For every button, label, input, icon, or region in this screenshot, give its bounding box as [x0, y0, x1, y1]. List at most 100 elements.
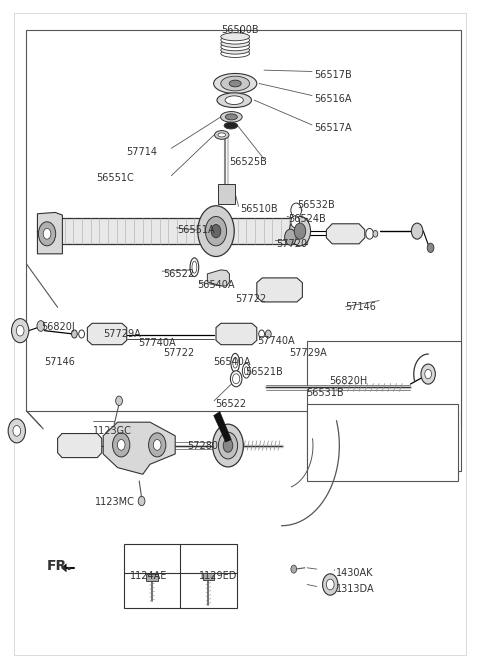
- Circle shape: [16, 325, 24, 336]
- Circle shape: [411, 223, 423, 239]
- Ellipse shape: [225, 96, 243, 104]
- Circle shape: [12, 319, 29, 343]
- Text: 56522: 56522: [215, 399, 246, 409]
- Text: 56516A: 56516A: [314, 94, 352, 104]
- Ellipse shape: [221, 36, 250, 44]
- Text: 1430AK: 1430AK: [336, 568, 373, 578]
- Ellipse shape: [291, 216, 300, 228]
- Polygon shape: [87, 323, 127, 345]
- Circle shape: [38, 222, 56, 246]
- Ellipse shape: [217, 93, 252, 108]
- Circle shape: [213, 424, 243, 467]
- Text: 56524B: 56524B: [288, 214, 326, 224]
- Text: 56510B: 56510B: [240, 204, 277, 214]
- Circle shape: [13, 426, 21, 436]
- Text: 57729A: 57729A: [103, 329, 141, 339]
- Text: 56532B: 56532B: [298, 200, 336, 210]
- Circle shape: [112, 433, 130, 457]
- Circle shape: [43, 228, 51, 239]
- Circle shape: [116, 396, 122, 405]
- Circle shape: [421, 364, 435, 384]
- Text: FR.: FR.: [47, 560, 73, 573]
- Ellipse shape: [366, 228, 373, 239]
- Ellipse shape: [221, 49, 250, 57]
- Circle shape: [149, 433, 166, 457]
- Text: 56531B: 56531B: [306, 388, 344, 397]
- Circle shape: [205, 216, 227, 246]
- Text: 57722: 57722: [235, 295, 266, 304]
- Ellipse shape: [242, 363, 250, 378]
- Text: 56820H: 56820H: [329, 376, 367, 385]
- Ellipse shape: [226, 114, 238, 120]
- Circle shape: [294, 223, 306, 239]
- Circle shape: [117, 440, 125, 450]
- Circle shape: [326, 579, 334, 590]
- Text: 57720: 57720: [276, 239, 307, 248]
- Ellipse shape: [218, 133, 226, 137]
- Text: 56522: 56522: [163, 269, 194, 279]
- Circle shape: [138, 496, 145, 506]
- Ellipse shape: [291, 203, 301, 218]
- Text: 57740A: 57740A: [257, 336, 294, 345]
- Text: 56820J: 56820J: [41, 322, 74, 331]
- Bar: [203, 573, 214, 580]
- Circle shape: [198, 206, 234, 257]
- Ellipse shape: [192, 261, 197, 273]
- Text: 57722: 57722: [163, 348, 194, 357]
- Bar: [146, 574, 158, 581]
- Polygon shape: [207, 270, 229, 286]
- Text: 1124AE: 1124AE: [130, 571, 168, 580]
- Bar: [124, 544, 237, 608]
- Text: 56525B: 56525B: [229, 157, 267, 166]
- Text: 1123GC: 1123GC: [93, 426, 132, 436]
- Circle shape: [223, 439, 233, 452]
- Text: 56517A: 56517A: [314, 124, 352, 133]
- Polygon shape: [103, 422, 175, 474]
- Bar: [55, 218, 307, 244]
- Text: 57740A: 57740A: [138, 339, 176, 348]
- Text: 56500B: 56500B: [221, 25, 259, 35]
- Circle shape: [37, 321, 45, 331]
- Ellipse shape: [233, 357, 238, 368]
- Ellipse shape: [224, 122, 238, 129]
- Polygon shape: [216, 323, 257, 345]
- Text: 56551C: 56551C: [96, 174, 134, 183]
- Polygon shape: [326, 224, 365, 244]
- Text: 1123MC: 1123MC: [95, 498, 135, 507]
- Ellipse shape: [229, 80, 241, 87]
- Text: 56540A: 56540A: [214, 357, 251, 367]
- Circle shape: [425, 369, 432, 379]
- Ellipse shape: [244, 367, 248, 375]
- Ellipse shape: [221, 76, 250, 91]
- Circle shape: [285, 229, 296, 245]
- Ellipse shape: [373, 230, 378, 237]
- Polygon shape: [58, 434, 102, 458]
- Ellipse shape: [221, 33, 250, 41]
- Ellipse shape: [231, 353, 240, 372]
- Circle shape: [323, 574, 338, 595]
- Circle shape: [211, 224, 221, 238]
- Circle shape: [154, 440, 161, 450]
- Text: 57280: 57280: [187, 441, 218, 450]
- Bar: [307, 341, 461, 471]
- Polygon shape: [61, 564, 66, 572]
- Text: 57714: 57714: [126, 148, 157, 157]
- Bar: [307, 404, 458, 481]
- Text: 56517B: 56517B: [314, 70, 352, 79]
- Bar: [26, 30, 461, 411]
- Text: 56551A: 56551A: [178, 226, 215, 235]
- Ellipse shape: [259, 330, 264, 338]
- Text: 1129ED: 1129ED: [199, 571, 238, 580]
- Ellipse shape: [220, 112, 242, 122]
- Polygon shape: [214, 411, 231, 442]
- Ellipse shape: [79, 330, 84, 338]
- Text: 57729A: 57729A: [289, 348, 327, 357]
- Polygon shape: [257, 278, 302, 302]
- Ellipse shape: [72, 330, 77, 338]
- Text: 57146: 57146: [346, 303, 376, 312]
- Ellipse shape: [265, 330, 271, 338]
- Text: 57146: 57146: [45, 357, 75, 367]
- Polygon shape: [218, 184, 235, 204]
- Text: 56521B: 56521B: [245, 367, 283, 377]
- Ellipse shape: [221, 46, 250, 54]
